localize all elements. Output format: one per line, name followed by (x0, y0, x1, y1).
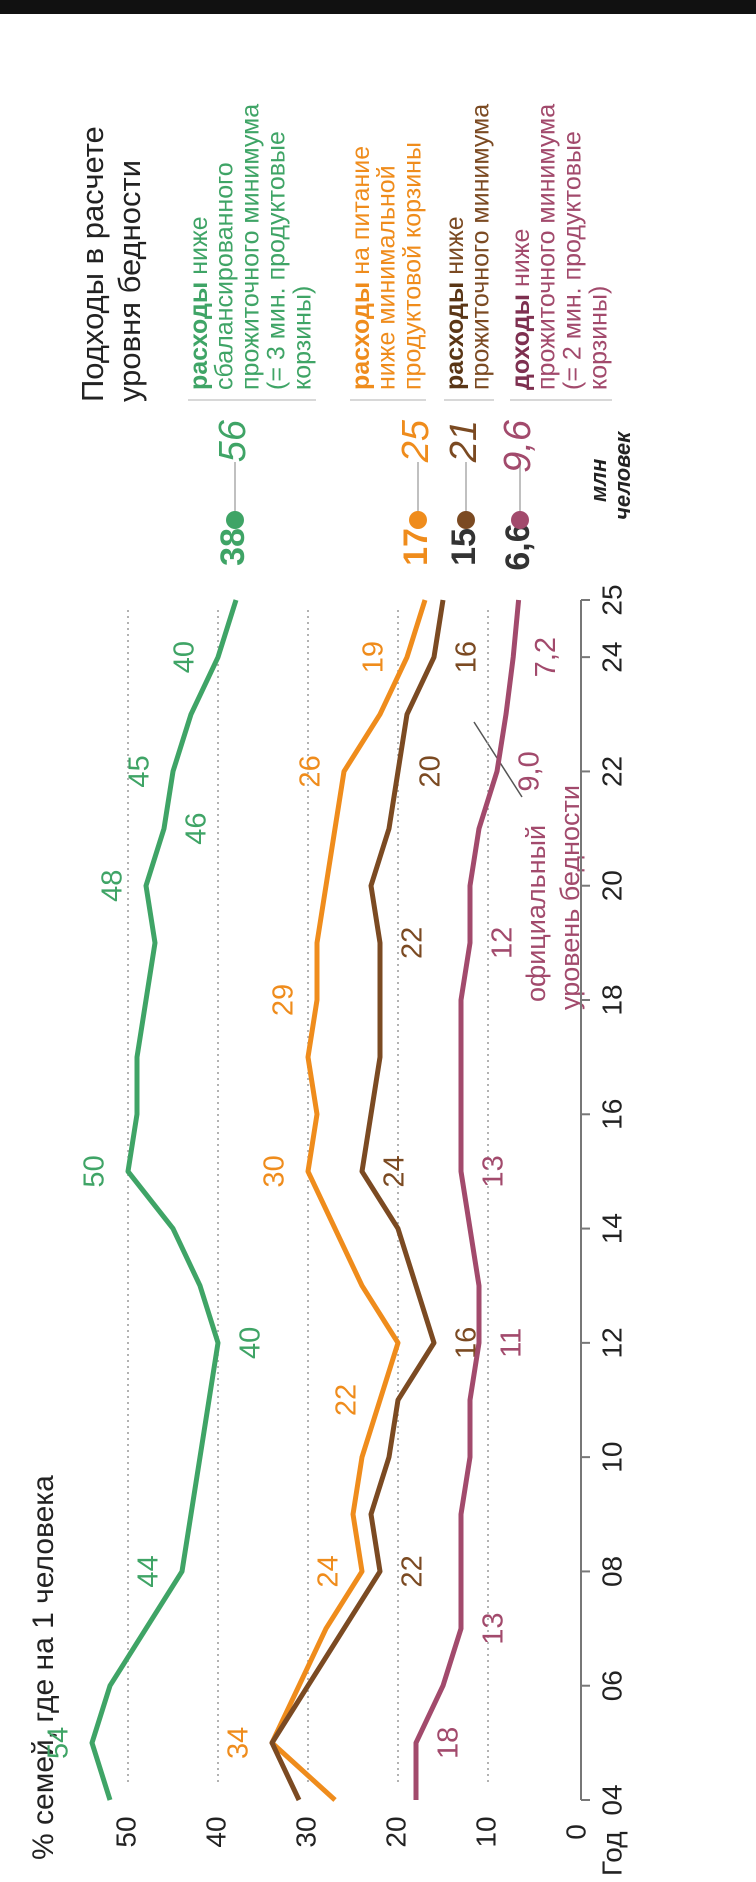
y-tick-label: 30 (290, 1816, 321, 1847)
x-tick-label: 04 (596, 1784, 627, 1815)
y-tick-label: 50 (110, 1816, 141, 1847)
header: Подходы в расчете (75, 126, 110, 402)
data-label: 44 (133, 1555, 165, 1587)
legend-text: корзины) (289, 286, 317, 390)
legend-text: продуктовой корзины (399, 142, 427, 390)
data-label: 48 (97, 870, 129, 902)
data-label: 24 (379, 1155, 411, 1187)
data-label: 22 (331, 1384, 363, 1416)
millions-label: 9,6 (497, 419, 539, 473)
x-tick-label: 24 (596, 642, 627, 673)
legend-name: расходы (185, 282, 213, 390)
millions-label: 21 (443, 420, 485, 463)
units-label: человек (610, 430, 635, 520)
legend-text: ниже минимальной (373, 165, 401, 390)
data-label: 34 (223, 1727, 255, 1759)
millions-label: 56 (212, 419, 254, 462)
end-dot (226, 511, 244, 529)
end-label: 15 (445, 528, 483, 566)
legend-text: прожиточного минимума (533, 104, 561, 390)
y-tick-label: 10 (470, 1816, 501, 1847)
x-tick-label: 22 (596, 756, 627, 787)
data-label: 13 (478, 1612, 510, 1644)
x-tick-label: 20 (596, 870, 627, 901)
end-label: 38 (214, 528, 252, 566)
legend-text: расходы ниже (441, 216, 469, 390)
data-label: 54 (43, 1727, 75, 1759)
legend-text: сбалансированного (211, 162, 239, 390)
legend-text: (= 3 мин. продуктовые (263, 131, 291, 390)
legend-name: расходы (441, 282, 469, 390)
data-label: 26 (295, 755, 327, 787)
data-label: 9,0 (514, 751, 546, 791)
end-dot (511, 511, 529, 529)
data-label: 40 (235, 1327, 267, 1359)
y-tick-label: 0 (560, 1824, 591, 1840)
legend-text: корзины) (585, 286, 613, 390)
y-tick-label: 40 (200, 1816, 231, 1847)
x-tick-label: 12 (596, 1327, 627, 1358)
data-label: 12 (487, 927, 519, 959)
series-line (89, 599, 239, 1801)
data-label: 30 (259, 1155, 291, 1187)
data-label: 19 (358, 641, 390, 673)
data-label: 13 (478, 1155, 510, 1187)
data-label: 16 (451, 641, 483, 673)
x-tick-label: 10 (596, 1442, 627, 1473)
legend-line: на питание (347, 146, 375, 275)
data-label: 29 (268, 984, 300, 1016)
units-label: млн (586, 459, 611, 502)
millions-label: 25 (395, 419, 437, 463)
series-line (269, 599, 428, 1802)
legend-text: (= 2 мин. продуктовые (559, 131, 587, 390)
x-tick-label: 08 (596, 1556, 627, 1587)
end-dot (457, 511, 475, 529)
x-tick-label: 06 (596, 1670, 627, 1701)
end-label: 6,6 (499, 523, 537, 570)
x-tick-label: 16 (596, 1099, 627, 1130)
x-tick-label: 25 (596, 584, 627, 615)
annotation: официальный (521, 825, 551, 1002)
legend-name: расходы (347, 282, 375, 390)
legend-text: расходы ниже (185, 216, 213, 390)
data-label: 50 (79, 1155, 111, 1187)
data-label: 11 (496, 1328, 528, 1358)
data-label: 46 (181, 812, 213, 844)
x-tick-label: 18 (596, 984, 627, 1015)
data-label: 20 (415, 755, 447, 787)
y-axis-label: % семей, где на 1 человека (27, 1475, 60, 1860)
data-label: 22 (397, 1555, 429, 1587)
end-label: 17 (397, 528, 435, 566)
plot: % семей, где на 1 человека Год Подходы в… (27, 104, 635, 1876)
data-label: 40 (169, 641, 201, 673)
data-label: 45 (124, 755, 156, 787)
series-line (269, 599, 446, 1802)
series-line (413, 599, 522, 1800)
data-label: 18 (433, 1727, 465, 1759)
y-tick-label: 20 (380, 1816, 411, 1847)
top-bar (0, 0, 756, 14)
legend-line: ниже (441, 216, 469, 274)
legend-text: прожиточного минимума (467, 104, 495, 390)
header: уровня бедности (112, 160, 147, 402)
data-label: 24 (313, 1555, 345, 1587)
legend-text: расходы на питание (347, 146, 375, 390)
x-axis-label: Год (596, 1831, 627, 1876)
end-dot (409, 511, 427, 529)
legend-name: доходы (507, 294, 535, 390)
legend-line: ниже (185, 216, 213, 274)
legend-line: ниже (507, 229, 535, 287)
legend-text: прожиточного минимума (237, 104, 265, 390)
data-label: 7,2 (530, 637, 562, 677)
data-label: 22 (397, 927, 429, 959)
legend-text: доходы ниже (507, 229, 535, 390)
x-tick-label: 14 (596, 1213, 627, 1244)
